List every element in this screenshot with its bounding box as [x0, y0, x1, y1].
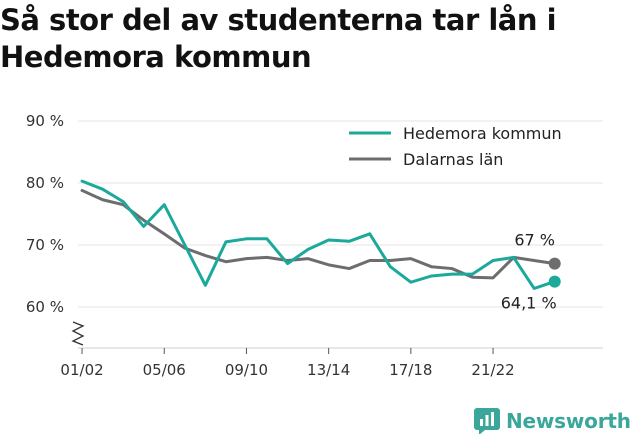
axis-break-icon [71, 321, 85, 346]
series-line [80, 179, 557, 290]
y-tick-label: 90 % [26, 112, 64, 130]
series-end-label: 67 % [514, 231, 555, 250]
series-end-marker [548, 257, 561, 270]
newsworthy-logo: Newsworthy [474, 406, 631, 436]
legend-label: Dalarnas län [403, 150, 503, 169]
series-lines: 67 % 64,1 % [80, 179, 561, 313]
y-tick-label: 60 % [26, 298, 64, 316]
newsworthy-logo-icon [474, 408, 500, 434]
x-tick-label: 05/06 [143, 361, 186, 379]
series-end-marker [548, 275, 561, 288]
y-tick-label: 70 % [26, 236, 64, 254]
gridlines [78, 120, 603, 308]
chart-title: Så stor del av studenterna tar lån i Hed… [0, 3, 557, 74]
y-axis: 60 % 70 % 80 % 90 % [26, 112, 85, 346]
x-tick-label: 17/18 [389, 361, 432, 379]
x-tick-label: 21/22 [471, 361, 514, 379]
series-end-label: 64,1 % [501, 294, 557, 313]
brand-name: Newsworthy [506, 409, 631, 433]
x-axis: 01/02 05/06 09/10 13/14 17/18 21/22 [60, 347, 603, 379]
x-tick-label: 13/14 [307, 361, 350, 379]
x-tick-label: 01/02 [60, 361, 103, 379]
y-tick-label: 80 % [26, 174, 64, 192]
x-tick-label: 09/10 [225, 361, 268, 379]
legend-label: Hedemora kommun [403, 124, 562, 143]
legend: Hedemora kommun Dalarnas län [349, 124, 562, 169]
series-line [80, 188, 557, 280]
